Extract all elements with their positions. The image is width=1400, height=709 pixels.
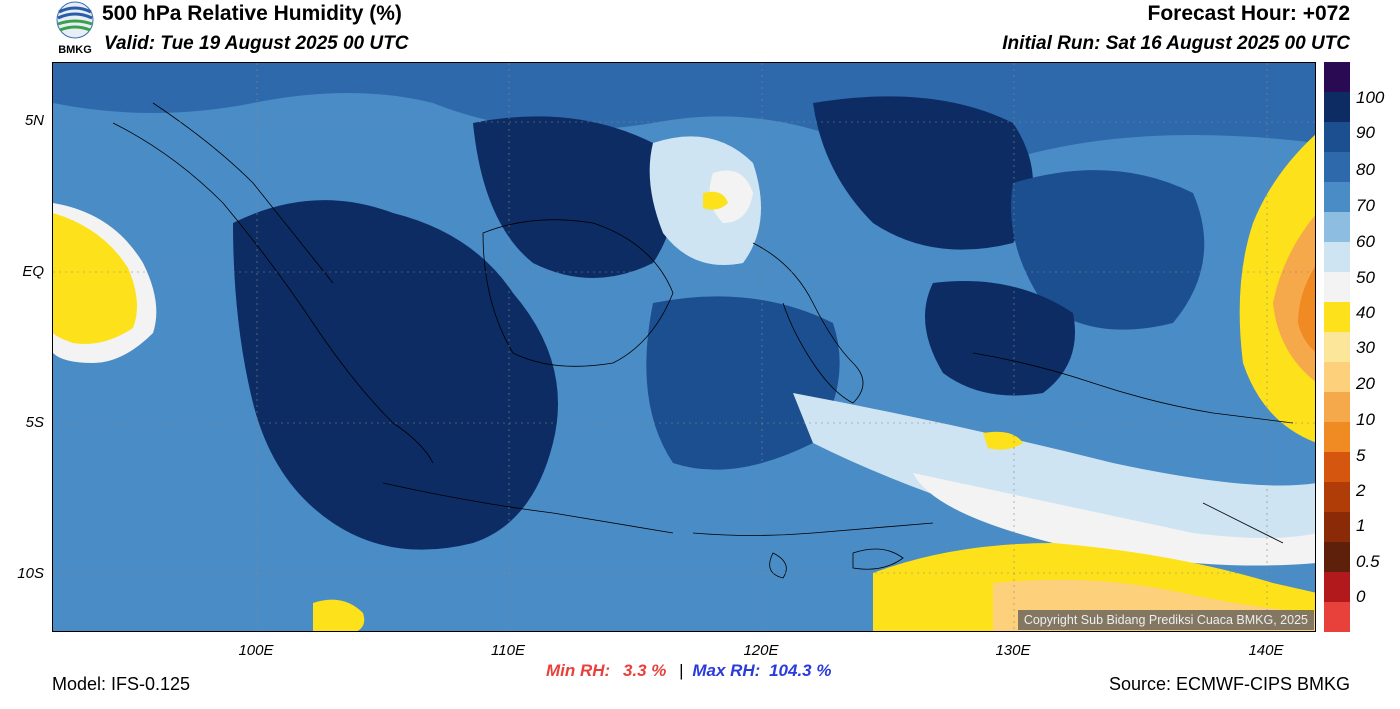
colorbar-swatch [1324, 542, 1350, 572]
colorbar-swatch [1324, 242, 1350, 272]
lat-label-10s: 10S [17, 565, 44, 582]
colorbar-swatch [1324, 212, 1350, 242]
colorbar-swatch [1324, 122, 1350, 152]
model-name: Model: IFS-0.125 [52, 674, 191, 694]
lat-label-eq: EQ [22, 263, 44, 280]
colorbar-label: 70 [1356, 196, 1375, 215]
lon-label-130e: 130E [995, 642, 1031, 659]
colorbar-swatch [1324, 332, 1350, 362]
colorbar-swatch [1324, 392, 1350, 422]
colorbar-swatch [1324, 152, 1350, 182]
colorbar-label: 5 [1356, 446, 1366, 465]
colorbar-label: 80 [1356, 160, 1375, 179]
lat-label-5n: 5N [24, 112, 44, 129]
colorbar-swatch [1324, 452, 1350, 482]
colorbar-swatch [1324, 422, 1350, 452]
chart-title: 500 hPa Relative Humidity (%) [102, 2, 402, 25]
colorbar-swatch [1324, 512, 1350, 542]
min-rh-value: 3.3 % [622, 661, 667, 680]
lon-label-140e: 140E [1248, 642, 1284, 659]
valid-time: Valid: Tue 19 August 2025 00 UTC [104, 33, 409, 54]
colorbar-label: 40 [1356, 303, 1375, 322]
colorbar-label: 50 [1356, 268, 1375, 287]
colorbar-label: 100 [1356, 88, 1385, 107]
colorbar-swatch [1324, 482, 1350, 512]
data-source: Source: ECMWF-CIPS BMKG [1108, 674, 1350, 694]
forecast-hour: Forecast Hour: +072 [1147, 2, 1351, 25]
bmkg-logo: BMKG [50, 0, 100, 60]
initial-run: Initial Run: Sat 16 August 2025 00 UTC [1002, 33, 1350, 54]
colorbar-label: 2 [1356, 481, 1366, 500]
copyright-note: Copyright Sub Bidang Prediksi Cuaca BMKG… [1017, 610, 1314, 630]
colorbar-label: 10 [1356, 410, 1375, 429]
rh-stats: Min RH: 3.3 % | Max RH: 104.3 % [546, 661, 831, 681]
colorbar-label: 20 [1356, 374, 1375, 393]
lon-label-120e: 120E [743, 642, 779, 659]
colorbar-label: 1 [1356, 516, 1366, 535]
min-rh-label: Min RH: [546, 661, 611, 680]
colorbar-label: 60 [1356, 232, 1375, 251]
lat-label-5s: 5S [25, 414, 44, 431]
colorbar-label: 0 [1356, 587, 1366, 606]
colorbar-label: 30 [1356, 338, 1375, 357]
stats-separator: | [679, 661, 684, 680]
lon-label-100e: 100E [238, 642, 274, 659]
colorbar-label: 0.5 [1356, 552, 1380, 571]
colorbar-swatch [1324, 302, 1350, 332]
colorbar-swatch [1324, 182, 1350, 212]
humidity-map[interactable]: Copyright Sub Bidang Prediksi Cuaca BMKG… [52, 62, 1316, 632]
colorbar-swatch [1324, 572, 1350, 602]
colorbar-swatch [1324, 62, 1350, 92]
colorbar-swatch [1324, 362, 1350, 392]
colorbar [1324, 62, 1350, 632]
lon-label-110e: 110E [491, 642, 525, 659]
logo-text: BMKG [58, 44, 92, 56]
colorbar-swatch [1324, 92, 1350, 122]
max-rh-label: Max RH: [692, 661, 761, 680]
max-rh-value: 104.3 % [769, 661, 832, 680]
colorbar-swatch [1324, 602, 1350, 632]
colorbar-label: 90 [1356, 123, 1375, 142]
colorbar-swatch [1324, 272, 1350, 302]
